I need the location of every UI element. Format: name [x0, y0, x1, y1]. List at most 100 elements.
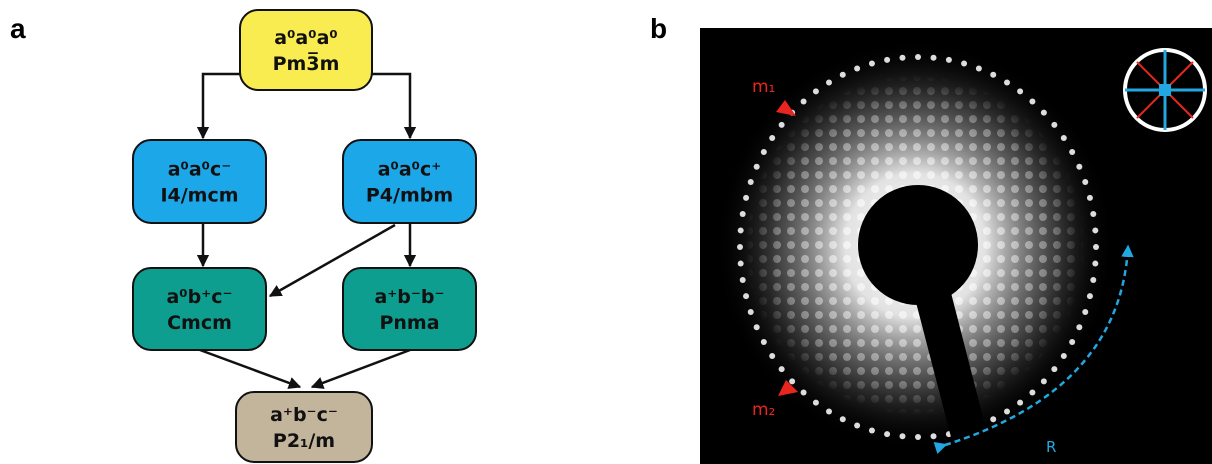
spot — [761, 149, 767, 155]
spot — [801, 390, 807, 396]
node-label: Pnma — [379, 312, 439, 334]
node: a⁰a⁰c⁻ I4/mcm — [133, 140, 266, 223]
spot — [946, 57, 952, 63]
spot — [1093, 244, 1099, 250]
spot — [869, 428, 875, 434]
node: a⁰a⁰a⁰ Pm3̅m — [240, 10, 372, 90]
spot — [1041, 110, 1047, 116]
spot — [754, 164, 760, 170]
node-label: a⁺b⁻c⁻ — [270, 404, 338, 426]
spot — [779, 366, 785, 372]
spot — [1090, 211, 1096, 217]
panel-label: b — [650, 13, 667, 44]
spot — [738, 261, 744, 267]
spot — [740, 277, 746, 283]
spot — [1029, 390, 1035, 396]
node: a⁺b⁻c⁻ P2₁/m — [236, 392, 372, 462]
annotation: m₁ — [752, 77, 775, 97]
inset-square — [1159, 84, 1171, 96]
spot — [884, 57, 890, 63]
spot — [789, 378, 795, 384]
spot — [961, 60, 967, 66]
spot — [990, 72, 996, 78]
spot — [899, 55, 905, 61]
node-label: a⁰a⁰c⁻ — [168, 159, 232, 181]
spot — [1076, 324, 1082, 330]
spot — [976, 65, 982, 71]
arrow — [200, 350, 300, 387]
arrow — [372, 74, 410, 138]
node-label: a⁰b⁺c⁻ — [166, 286, 232, 308]
panel-label: a — [10, 13, 26, 44]
spot — [915, 434, 921, 440]
spot — [1082, 179, 1088, 185]
spot — [748, 179, 754, 185]
spot — [1004, 409, 1010, 415]
spot — [743, 293, 749, 299]
arrow — [203, 74, 240, 138]
spot — [840, 72, 846, 78]
node-box — [343, 140, 476, 223]
spot — [1076, 164, 1082, 170]
node: a⁺b⁻b⁻ Pnma — [343, 268, 476, 350]
node-label: I4/mcm — [160, 185, 238, 207]
spot — [1017, 400, 1023, 406]
node-label: Cmcm — [167, 312, 232, 334]
arrow — [312, 350, 410, 387]
spot — [840, 416, 846, 422]
spot — [754, 324, 760, 330]
annotation: m₂ — [752, 400, 775, 420]
node-label: P4/mbm — [366, 185, 453, 207]
spot — [737, 244, 743, 250]
spot — [813, 88, 819, 94]
spot — [1092, 261, 1098, 267]
node: a⁰b⁺c⁻ Cmcm — [133, 268, 266, 350]
spot — [1087, 195, 1093, 201]
node-box — [343, 268, 476, 350]
node: a⁰a⁰c⁺ P4/mbm — [343, 140, 476, 223]
spot — [1051, 122, 1057, 128]
diffraction-image: m₁ m₂ R — [700, 28, 1212, 464]
node-label: a⁺b⁻b⁻ — [374, 286, 444, 308]
spot — [1092, 227, 1098, 233]
spot — [1082, 309, 1088, 315]
spot — [1087, 293, 1093, 299]
node-label: a⁰a⁰c⁺ — [378, 159, 442, 181]
node-box — [240, 10, 372, 90]
spot — [738, 227, 744, 233]
spot — [1017, 88, 1023, 94]
spot — [1069, 339, 1075, 345]
spot — [1041, 378, 1047, 384]
spot — [769, 135, 775, 141]
spot — [884, 431, 890, 437]
spot — [1090, 277, 1096, 283]
spot — [854, 65, 860, 71]
spot — [915, 54, 921, 60]
annotation: R — [1046, 438, 1056, 456]
spot — [931, 55, 937, 61]
spot — [990, 416, 996, 422]
beam-stop — [858, 185, 978, 305]
diagram: a⁰a⁰a⁰ Pm3̅m a⁰a⁰c⁻ I4/mcm a⁰a⁰c⁺ P4/mbm a⁰b⁺c… — [133, 10, 476, 462]
node-label: P2₁/m — [273, 430, 335, 452]
inset-symbol — [1125, 50, 1205, 130]
spot — [869, 60, 875, 66]
spot — [1061, 135, 1067, 141]
node-label: Pm3̅m — [273, 52, 340, 75]
spot — [826, 409, 832, 415]
spot — [743, 195, 749, 201]
figure: a b a⁰a⁰a⁰Pm3̅ma⁰a⁰c⁻I4/mcma⁰a⁰c⁺P4/mbma… — [0, 0, 1212, 464]
spot — [779, 122, 785, 128]
spot — [740, 211, 746, 217]
spot — [761, 339, 767, 345]
node-box — [133, 140, 266, 223]
spot — [1029, 98, 1035, 104]
node-label: a⁰a⁰a⁰ — [274, 27, 337, 49]
spot — [931, 433, 937, 439]
spot — [854, 423, 860, 429]
spot — [813, 400, 819, 406]
spot — [899, 433, 905, 439]
spot — [1051, 366, 1057, 372]
spot — [769, 353, 775, 359]
spot — [1069, 149, 1075, 155]
